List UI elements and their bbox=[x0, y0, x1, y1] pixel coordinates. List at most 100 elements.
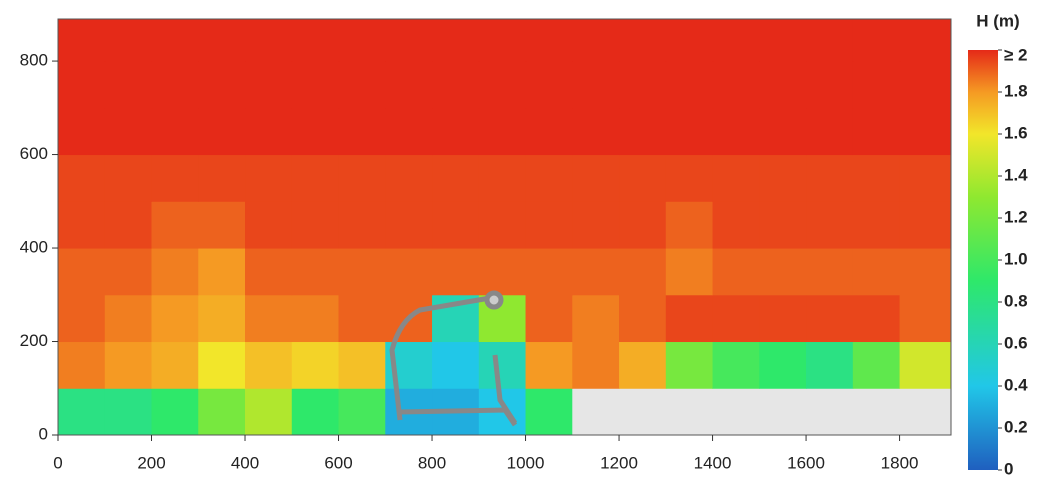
cell bbox=[339, 248, 386, 295]
cell bbox=[666, 155, 713, 202]
cell bbox=[572, 19, 619, 62]
cell bbox=[900, 19, 952, 62]
cell bbox=[759, 201, 806, 248]
cell bbox=[292, 108, 339, 155]
cell bbox=[759, 295, 806, 342]
cell bbox=[432, 19, 479, 62]
cell bbox=[58, 295, 105, 342]
cell bbox=[58, 201, 105, 248]
cell bbox=[292, 342, 339, 389]
cell bbox=[58, 61, 105, 108]
cell bbox=[619, 201, 666, 248]
x-tick-label: 1000 bbox=[507, 453, 545, 472]
cell bbox=[806, 108, 853, 155]
cell bbox=[198, 201, 245, 248]
cell bbox=[339, 61, 386, 108]
cell bbox=[385, 155, 432, 202]
cell bbox=[292, 155, 339, 202]
cell bbox=[292, 201, 339, 248]
cell bbox=[58, 388, 105, 435]
cell bbox=[292, 295, 339, 342]
cell bbox=[479, 201, 526, 248]
cell bbox=[572, 201, 619, 248]
y-tick-label: 200 bbox=[20, 331, 48, 350]
x-tick-label: 1400 bbox=[694, 453, 732, 472]
cell bbox=[900, 201, 952, 248]
colorbar-tick-label: 1.6 bbox=[1004, 123, 1028, 142]
cell bbox=[619, 108, 666, 155]
cell bbox=[245, 388, 292, 435]
x-tick-label: 1200 bbox=[600, 453, 638, 472]
field bbox=[58, 19, 952, 436]
cell bbox=[619, 155, 666, 202]
cell bbox=[806, 295, 853, 342]
land-cell bbox=[806, 388, 853, 435]
cell bbox=[292, 19, 339, 62]
y-tick-label: 800 bbox=[20, 51, 48, 70]
cell bbox=[526, 108, 573, 155]
x-tick-label: 800 bbox=[418, 453, 446, 472]
cell bbox=[198, 155, 245, 202]
cell bbox=[105, 388, 152, 435]
cell bbox=[619, 248, 666, 295]
cell bbox=[713, 61, 760, 108]
cell bbox=[339, 388, 386, 435]
cell bbox=[759, 108, 806, 155]
land-cell bbox=[853, 388, 900, 435]
cell bbox=[526, 388, 573, 435]
colorbar-tick-label: 0.6 bbox=[1004, 333, 1028, 352]
cell bbox=[479, 61, 526, 108]
cell bbox=[432, 108, 479, 155]
cell bbox=[152, 342, 199, 389]
cell bbox=[479, 342, 526, 389]
colorbar bbox=[968, 50, 998, 470]
cell bbox=[245, 342, 292, 389]
colorbar-tick-label: 1.0 bbox=[1004, 249, 1028, 268]
cell bbox=[759, 248, 806, 295]
cell bbox=[152, 201, 199, 248]
cell bbox=[339, 19, 386, 62]
cell bbox=[105, 201, 152, 248]
cell bbox=[853, 108, 900, 155]
cell bbox=[526, 295, 573, 342]
cell bbox=[713, 248, 760, 295]
cell bbox=[666, 295, 713, 342]
cell bbox=[58, 155, 105, 202]
land-cell bbox=[666, 388, 713, 435]
cell bbox=[900, 108, 952, 155]
x-tick-label: 600 bbox=[324, 453, 352, 472]
cell bbox=[619, 342, 666, 389]
cell bbox=[853, 295, 900, 342]
cell bbox=[853, 201, 900, 248]
cell bbox=[713, 342, 760, 389]
cell bbox=[385, 19, 432, 62]
cell bbox=[619, 19, 666, 62]
land-cell bbox=[572, 388, 619, 435]
cell bbox=[806, 248, 853, 295]
land-cell bbox=[619, 388, 666, 435]
cell bbox=[853, 61, 900, 108]
cell bbox=[806, 342, 853, 389]
cell bbox=[385, 108, 432, 155]
x-tick-label: 0 bbox=[53, 453, 62, 472]
cell bbox=[198, 295, 245, 342]
cell bbox=[666, 248, 713, 295]
cell bbox=[759, 19, 806, 62]
cell bbox=[853, 19, 900, 62]
cell bbox=[432, 61, 479, 108]
cell bbox=[105, 248, 152, 295]
cell bbox=[713, 295, 760, 342]
cell bbox=[806, 61, 853, 108]
colorbar-tick-label: 0 bbox=[1004, 459, 1013, 478]
cell bbox=[292, 61, 339, 108]
cell bbox=[806, 19, 853, 62]
cell bbox=[105, 155, 152, 202]
cell bbox=[339, 342, 386, 389]
cell bbox=[245, 201, 292, 248]
cell bbox=[105, 108, 152, 155]
colorbar-title: H (m) bbox=[976, 11, 1019, 30]
cell bbox=[666, 61, 713, 108]
cell bbox=[526, 201, 573, 248]
land-cell bbox=[759, 388, 806, 435]
cell bbox=[526, 342, 573, 389]
